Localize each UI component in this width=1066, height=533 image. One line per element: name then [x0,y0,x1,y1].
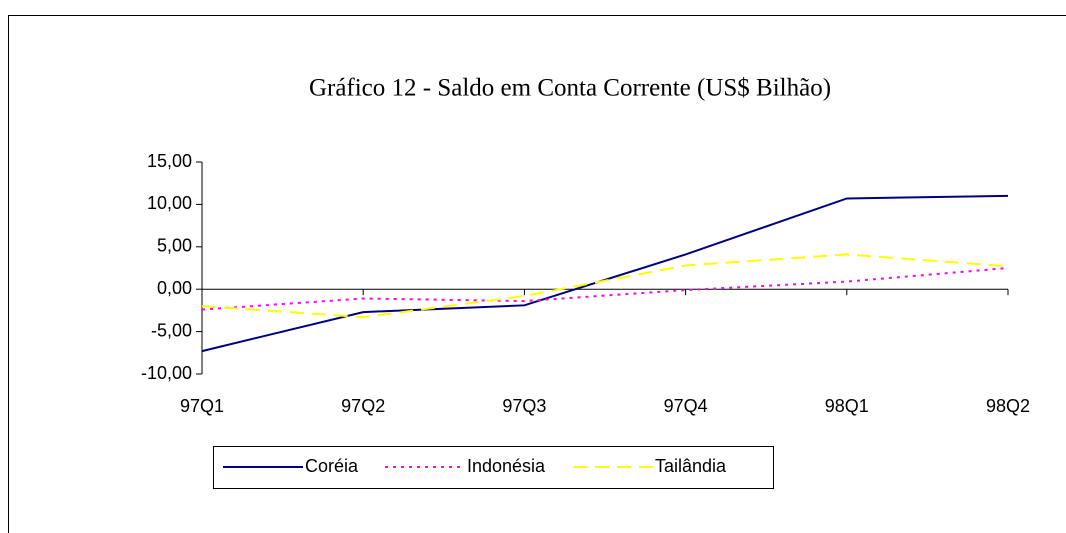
series-line [201,267,1009,311]
y-tick-label: 5,00 [157,236,192,256]
series-line [201,253,1009,319]
chart-title: Gráfico 12 - Saldo em Conta Corrente (US… [309,75,831,102]
y-tick-label: 10,00 [147,193,192,213]
x-tick-label: 98Q2 [986,396,1030,416]
y-tick-label: -5,00 [151,320,192,340]
y-tick-label: 15,00 [147,151,192,171]
x-tick-label: 97Q1 [180,396,224,416]
legend-box [213,446,774,489]
y-tick-label: -10,00 [141,363,192,383]
y-tick-label: 0,00 [157,278,192,298]
legend-label: Coréia [305,456,359,476]
x-tick-label: 98Q1 [825,396,869,416]
legend-label: Indonésia [467,456,546,476]
x-tick-label: 97Q3 [502,396,546,416]
x-tick-label: 97Q4 [664,396,708,416]
series-line [201,194,1009,353]
x-tick-label: 97Q2 [341,396,385,416]
legend-label: Tailândia [655,456,727,476]
